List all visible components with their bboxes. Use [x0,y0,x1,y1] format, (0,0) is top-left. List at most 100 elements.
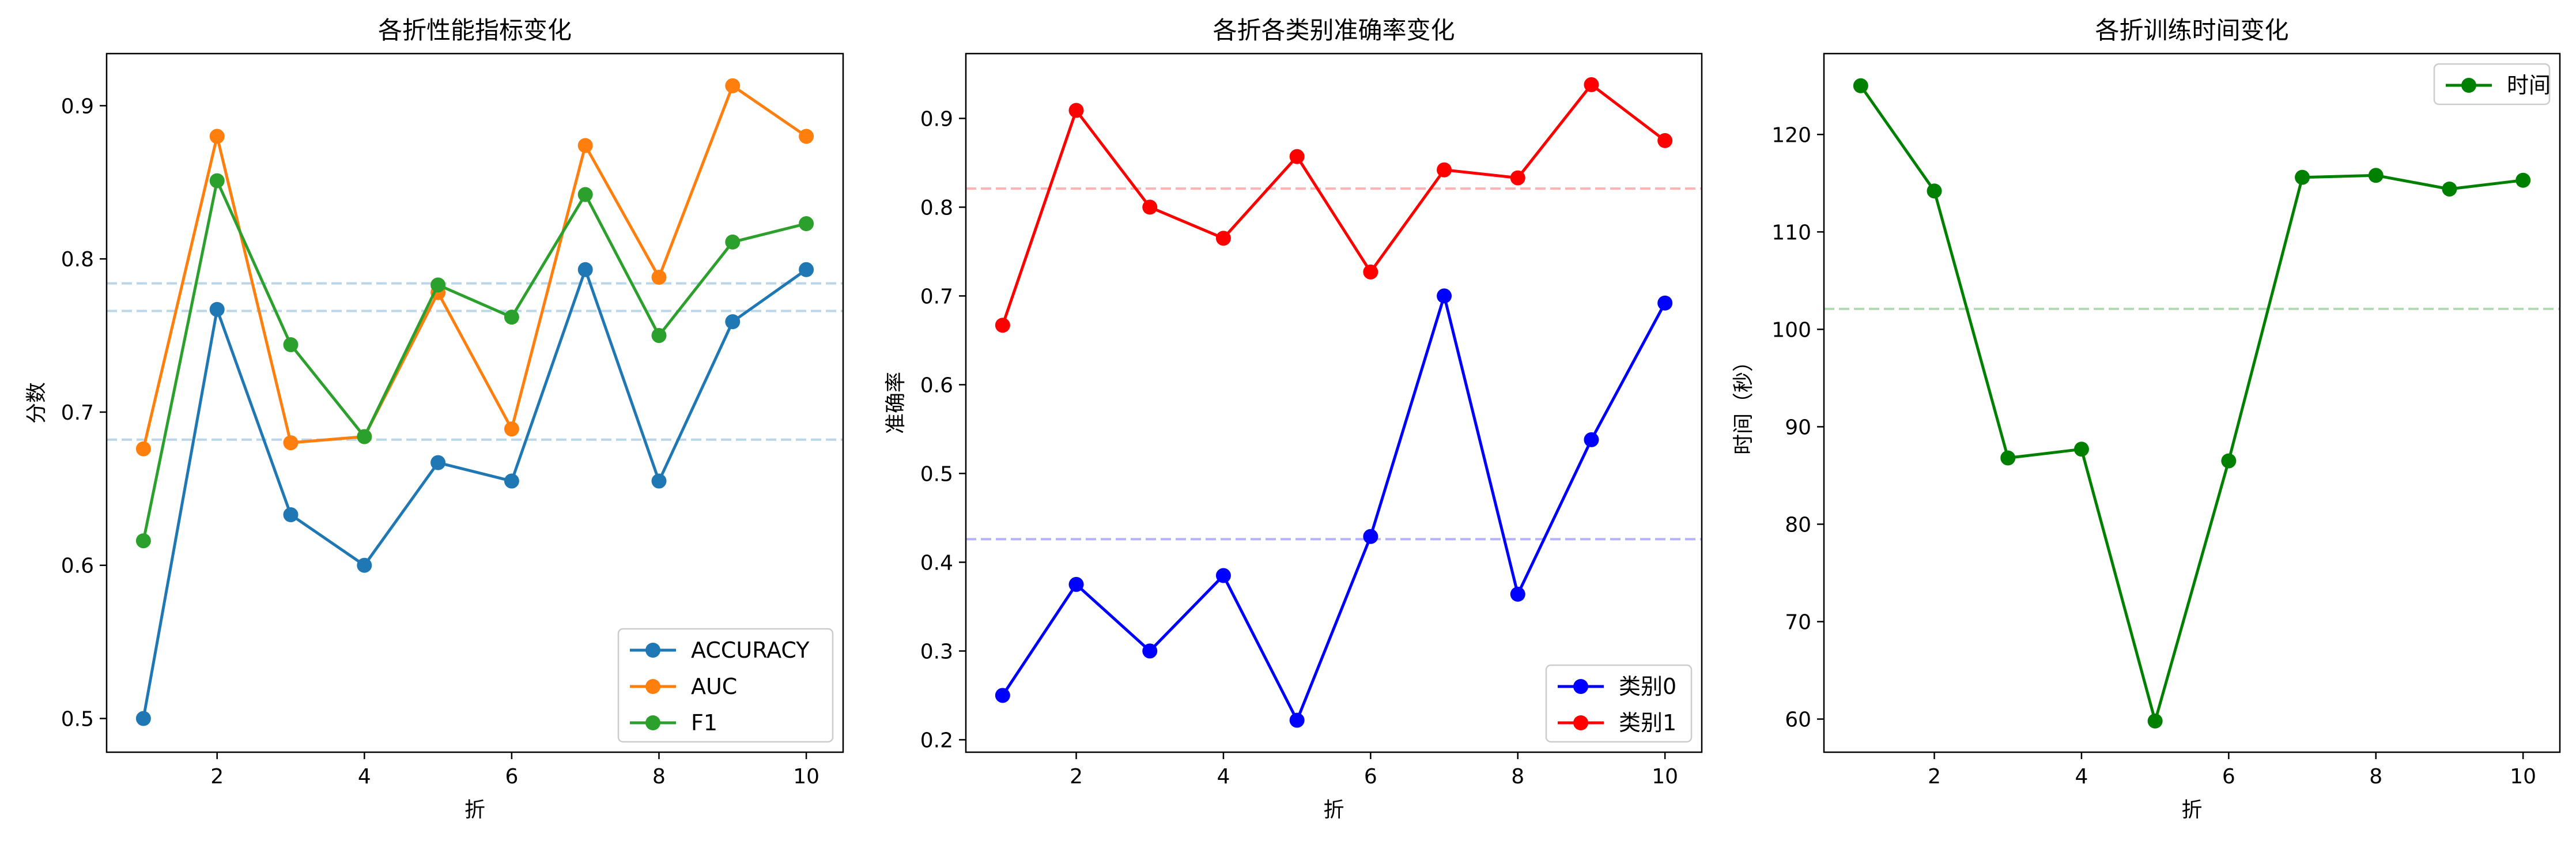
data-point [504,473,519,489]
data-point [504,421,519,437]
data-point [1142,199,1158,215]
y-tick-label: 60 [1785,708,1811,732]
y-tick-label: 70 [1785,610,1811,634]
legend-label: 时间 [2507,73,2551,98]
axes-frame [1823,52,2561,753]
y-tick-label: 0.2 [920,729,953,752]
y-tick-label: 90 [1785,416,1811,439]
legend-swatch-marker [2461,78,2476,93]
legend-box [617,628,834,743]
data-point [209,301,225,317]
data-point [799,216,814,232]
data-point [799,262,814,277]
data-point [1068,576,1084,592]
series-line-1 [1859,85,2524,723]
data-point [504,310,519,325]
chart-title: 各折训练时间变化 [2095,16,2288,44]
legend-swatch-marker [1573,679,1588,694]
y-tick-label: 0.8 [920,196,953,220]
data-point [651,473,667,489]
data-point [577,138,593,153]
y-tick-label: 0.7 [61,401,94,425]
legend-label: ACCURACY [691,637,810,663]
x-axis-label: 折 [2181,798,2202,822]
data-point [577,187,593,202]
x-tick-label: 10 [793,765,819,789]
data-point [2368,168,2384,183]
data-point [283,435,299,451]
data-point [1068,103,1084,118]
y-tick-label: 110 [1772,221,1811,244]
data-point [1437,162,1452,178]
data-point [1584,432,1599,447]
data-point [283,507,299,523]
data-point [995,688,1010,703]
x-tick-label: 8 [2369,765,2382,789]
data-point [1289,149,1305,164]
x-tick-label: 10 [2510,765,2536,789]
data-point [2295,169,2310,185]
x-axis-label: 折 [464,798,485,822]
x-tick-label: 8 [652,765,666,789]
data-point [1215,568,1231,583]
data-point [209,173,225,188]
data-point [2000,450,2016,466]
y-tick-label: 100 [1772,318,1811,342]
data-point [1584,77,1599,92]
data-point [1363,529,1378,544]
legend: 时间 [2433,63,2551,105]
x-tick-label: 10 [1652,765,1678,789]
x-axis-label: 折 [1323,798,1344,822]
chart-title: 各折各类别准确率变化 [1213,16,1455,44]
y-tick-label: 0.9 [920,107,953,131]
data-point [135,441,151,457]
axes-frame [105,52,844,753]
y-axis-label: 准确率 [884,372,908,434]
legend-label: F1 [691,710,717,735]
y-axis-label: 分数 [25,382,48,424]
series-line-2 [1001,83,1666,326]
data-point [283,337,299,352]
data-point [357,429,372,444]
data-point [995,318,1010,333]
data-point [2073,442,2089,457]
series-line-1 [1001,294,1667,722]
y-tick-label: 120 [1772,123,1811,147]
data-point [1510,170,1525,186]
data-point [1657,133,1673,148]
y-tick-label: 80 [1785,513,1811,537]
series-line-2 [142,84,807,450]
series-line-3 [142,179,807,541]
legend-label: AUC [691,674,737,699]
y-tick-label: 0.9 [61,95,94,118]
x-tick-label: 2 [1070,765,1083,789]
x-tick-label: 6 [2222,765,2235,789]
y-tick-label: 0.5 [61,708,94,731]
data-point [135,533,151,549]
y-tick-label: 0.7 [920,285,953,308]
legend-swatch-marker [1573,715,1588,730]
chart-panel-2: 各折各类别准确率变化 2 4 6 8 10 0.2 0.3 0.4 0.5 0.6 0.7 0.8 0.9… [884,16,1703,822]
data-point [1363,264,1378,280]
data-point [1853,78,1868,93]
x-tick-label: 2 [1928,765,1941,789]
data-point [1510,586,1525,602]
legend-label: 类别0 [1619,674,1676,699]
data-point [651,328,667,344]
data-point [577,262,593,277]
data-point [430,277,446,293]
data-point [1657,295,1673,311]
data-point [357,557,372,573]
legend-label: 类别1 [1619,710,1676,735]
legend: ACCURACY AUC F1 [617,628,834,743]
chart-panel-3: 各折训练时间变化 2 4 6 8 10 60 70 80 90 100 110 120 折 时间（秒） 时间 [1732,16,2561,822]
data-point [2147,713,2163,729]
y-axis-label: 时间（秒） [1732,351,1755,455]
data-point [725,314,741,330]
x-tick-label: 4 [358,765,371,789]
data-point [209,129,225,144]
legend-swatch-marker [645,643,660,658]
chart-panel-1: 各折性能指标变化 2 4 6 8 10 0.5 0.6 0.7 0.8 0.9 折 分数 ACCURACY… [25,16,844,822]
axes-frame [965,52,1703,753]
